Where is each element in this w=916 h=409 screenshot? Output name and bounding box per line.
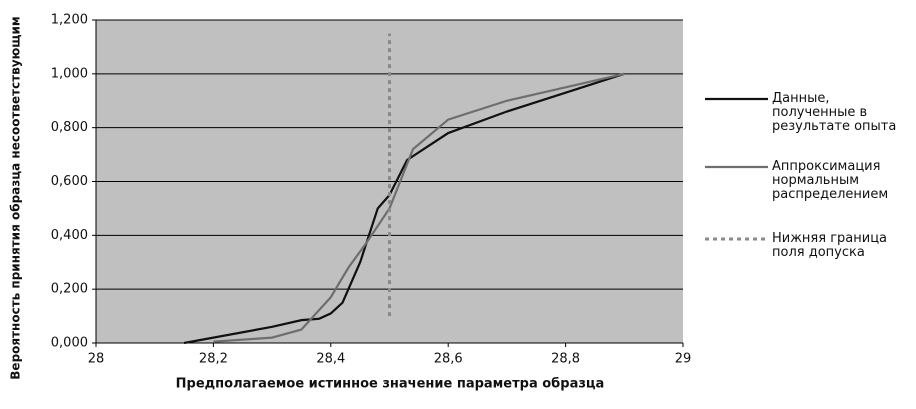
x-axis-title: Предполагаемое истинное значение парамет… bbox=[176, 377, 605, 392]
legend-label: Данные, полученные в результате опыта bbox=[772, 91, 897, 134]
x-tick-label: 28,8 bbox=[551, 352, 580, 367]
y-tick-label: 1,000 bbox=[51, 66, 88, 81]
y-tick-label: 0,200 bbox=[51, 282, 88, 297]
legend-label: Аппроксимация нормальным распределением bbox=[772, 159, 889, 202]
legend-label: Нижняя граница поля допуска bbox=[772, 231, 888, 260]
y-tick-label: 0,600 bbox=[51, 174, 88, 189]
x-tick-label: 28,2 bbox=[199, 352, 228, 367]
x-tick-label: 29 bbox=[675, 352, 692, 367]
y-tick-label: 0,800 bbox=[51, 120, 88, 135]
x-tick-label: 28,4 bbox=[316, 352, 345, 367]
x-tick-label: 28 bbox=[88, 352, 105, 367]
series-line bbox=[213, 72, 625, 343]
y-tick-label: 1,200 bbox=[51, 13, 88, 28]
series-line bbox=[183, 72, 625, 345]
x-tick-label: 28,6 bbox=[434, 352, 463, 367]
y-tick-label: 0,400 bbox=[51, 228, 88, 243]
y-axis-title: Вероятность принятия образца несоответст… bbox=[9, 16, 23, 379]
y-tick-label: 0,000 bbox=[51, 336, 88, 351]
